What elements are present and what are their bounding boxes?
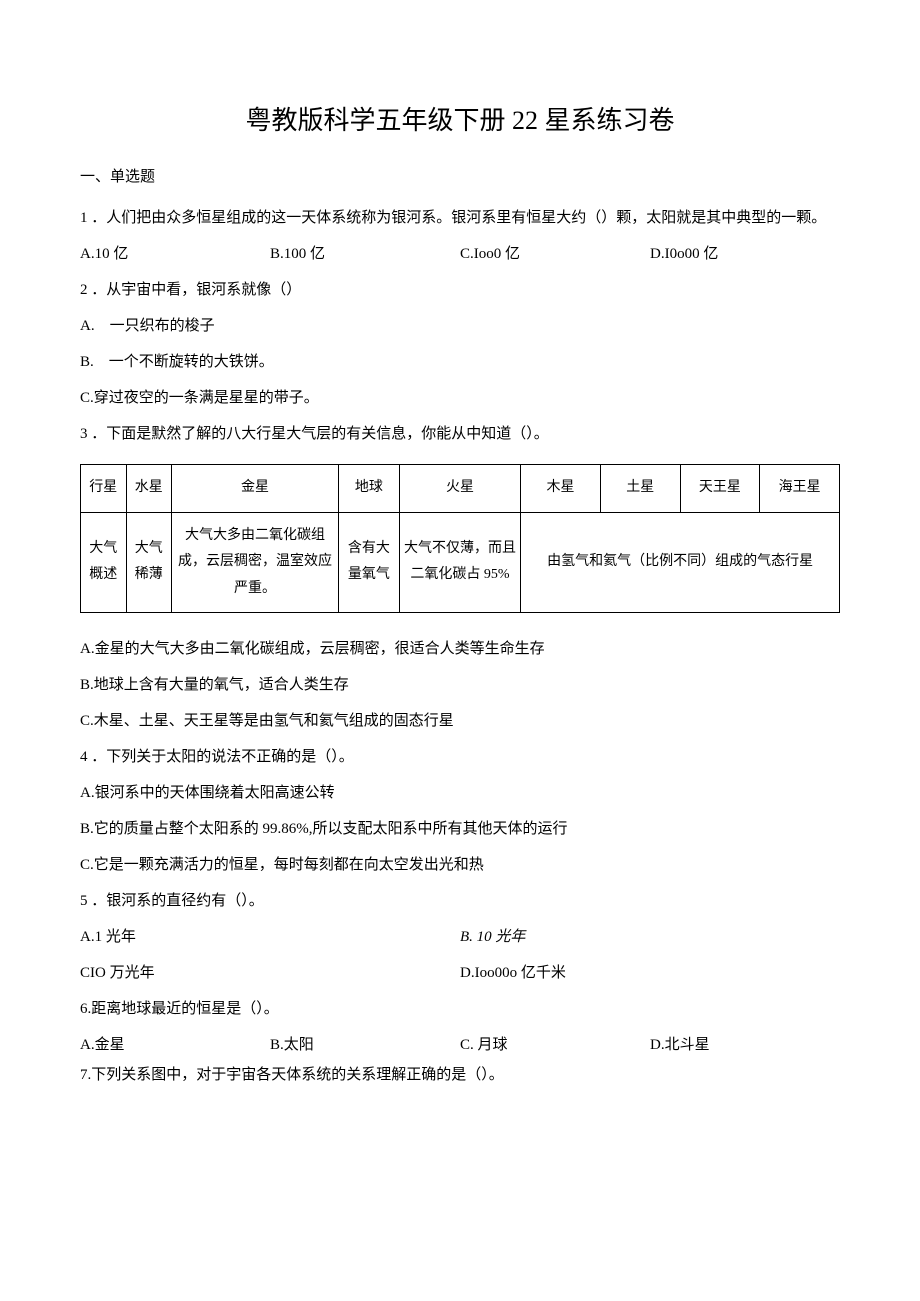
q5-opt-c: CIO 万光年 bbox=[80, 955, 460, 991]
planets-table: 行星 水星 金星 地球 火星 木星 土星 天王星 海王星 大气概述 大气稀薄 大… bbox=[80, 464, 840, 613]
q5-opt-b: B. 10 光年 bbox=[460, 919, 840, 955]
q3-stem: 3 ．下面是默然了解的八大行星大气层的有关信息，你能从中知道（）。 bbox=[80, 416, 840, 452]
q1-stem: 1 ．人们把由众多恒星组成的这一天体系统称为银河系。银河系里有恒星大约（）颗，太… bbox=[80, 200, 840, 236]
q5-stem: 5 ．银河系的直径约有（）。 bbox=[80, 883, 840, 919]
table-row: 大气概述 大气稀薄 大气大多由二氧化碳组成，云层稠密，温室效应严重。 含有大量氧… bbox=[81, 512, 840, 613]
q7-stem: 7.下列关系图中，对于宇宙各天体系统的关系理解正确的是（）。 bbox=[80, 1063, 840, 1087]
q2-opt-a: A. 一只织布的梭子 bbox=[80, 308, 840, 344]
q3-opt-b: B.地球上含有大量的氧气，适合人类生存 bbox=[80, 667, 840, 703]
q4-opt-c: C.它是一颗充满活力的恒星，每时每刻都在向太空发出光和热 bbox=[80, 847, 840, 883]
cell-atmo-header: 大气概述 bbox=[81, 512, 127, 613]
q1-opt-c: C.Ioo0 亿 bbox=[460, 236, 650, 272]
q2-opt-c: C.穿过夜空的一条满是星星的带子。 bbox=[80, 380, 840, 416]
cell-planet-header: 行星 bbox=[81, 465, 127, 513]
q3-opt-a: A.金星的大气大多由二氧化碳组成，云层稠密，很适合人类等生命生存 bbox=[80, 631, 840, 667]
q6-opt-a: A.金星 bbox=[80, 1027, 270, 1063]
cell-earth-atmo: 含有大量氧气 bbox=[339, 512, 400, 613]
q3-opt-c: C.木星、土星、天王星等是由氢气和氦气组成的固态行星 bbox=[80, 703, 840, 739]
section-heading: 一、单选题 bbox=[80, 165, 840, 186]
q4-stem: 4 ．下列关于太阳的说法不正确的是（）。 bbox=[80, 739, 840, 775]
q4-opt-a: A.银河系中的天体围绕着太阳高速公转 bbox=[80, 775, 840, 811]
q4-opt-b: B.它的质量占整个太阳系的 99.86%,所以支配太阳系中所有其他天体的运行 bbox=[80, 811, 840, 847]
cell-mercury-atmo: 大气稀薄 bbox=[126, 512, 172, 613]
q5-opt-d: D.Ioo00o 亿千米 bbox=[460, 955, 840, 991]
cell-uranus: 天王星 bbox=[680, 465, 760, 513]
q6-opt-d: D.北斗星 bbox=[650, 1027, 840, 1063]
cell-jupiter: 木星 bbox=[521, 465, 601, 513]
cell-venus-atmo: 大气大多由二氧化碳组成，云层稠密，温室效应严重。 bbox=[172, 512, 339, 613]
cell-mars-atmo: 大气不仅薄，而且二氧化碳占 95% bbox=[399, 512, 520, 613]
table-row: 行星 水星 金星 地球 火星 木星 土星 天王星 海王星 bbox=[81, 465, 840, 513]
q5-options-row2: CIO 万光年 D.Ioo00o 亿千米 bbox=[80, 955, 840, 991]
q5-options-row1: A.1 光年 B. 10 光年 bbox=[80, 919, 840, 955]
cell-mars: 火星 bbox=[399, 465, 520, 513]
q1-opt-a: A.10 亿 bbox=[80, 236, 270, 272]
cell-saturn: 土星 bbox=[600, 465, 680, 513]
q6-opt-c: C. 月球 bbox=[460, 1027, 650, 1063]
q1-opt-b: B.100 亿 bbox=[270, 236, 460, 272]
cell-venus: 金星 bbox=[172, 465, 339, 513]
q1-options: A.10 亿 B.100 亿 C.Ioo0 亿 D.I0o00 亿 bbox=[80, 236, 840, 272]
cell-neptune: 海王星 bbox=[760, 465, 840, 513]
cell-mercury: 水星 bbox=[126, 465, 172, 513]
q6-stem: 6.距离地球最近的恒星是（）。 bbox=[80, 991, 840, 1027]
q1-opt-d: D.I0o00 亿 bbox=[650, 236, 840, 272]
worksheet-page: 粤教版科学五年级下册 22 星系练习卷 一、单选题 1 ．人们把由众多恒星组成的… bbox=[0, 0, 920, 1147]
q5-opt-a: A.1 光年 bbox=[80, 919, 460, 955]
q6-opt-b: B.太阳 bbox=[270, 1027, 460, 1063]
page-title: 粤教版科学五年级下册 22 星系练习卷 bbox=[80, 100, 840, 137]
q2-stem: 2 ．从宇宙中看，银河系就像（） bbox=[80, 272, 840, 308]
cell-earth: 地球 bbox=[339, 465, 400, 513]
q2-opt-b: B. 一个不断旋转的大铁饼。 bbox=[80, 344, 840, 380]
cell-gas-giants-atmo: 由氢气和氦气（比例不同）组成的气态行星 bbox=[521, 512, 840, 613]
q6-options: A.金星 B.太阳 C. 月球 D.北斗星 bbox=[80, 1027, 840, 1063]
